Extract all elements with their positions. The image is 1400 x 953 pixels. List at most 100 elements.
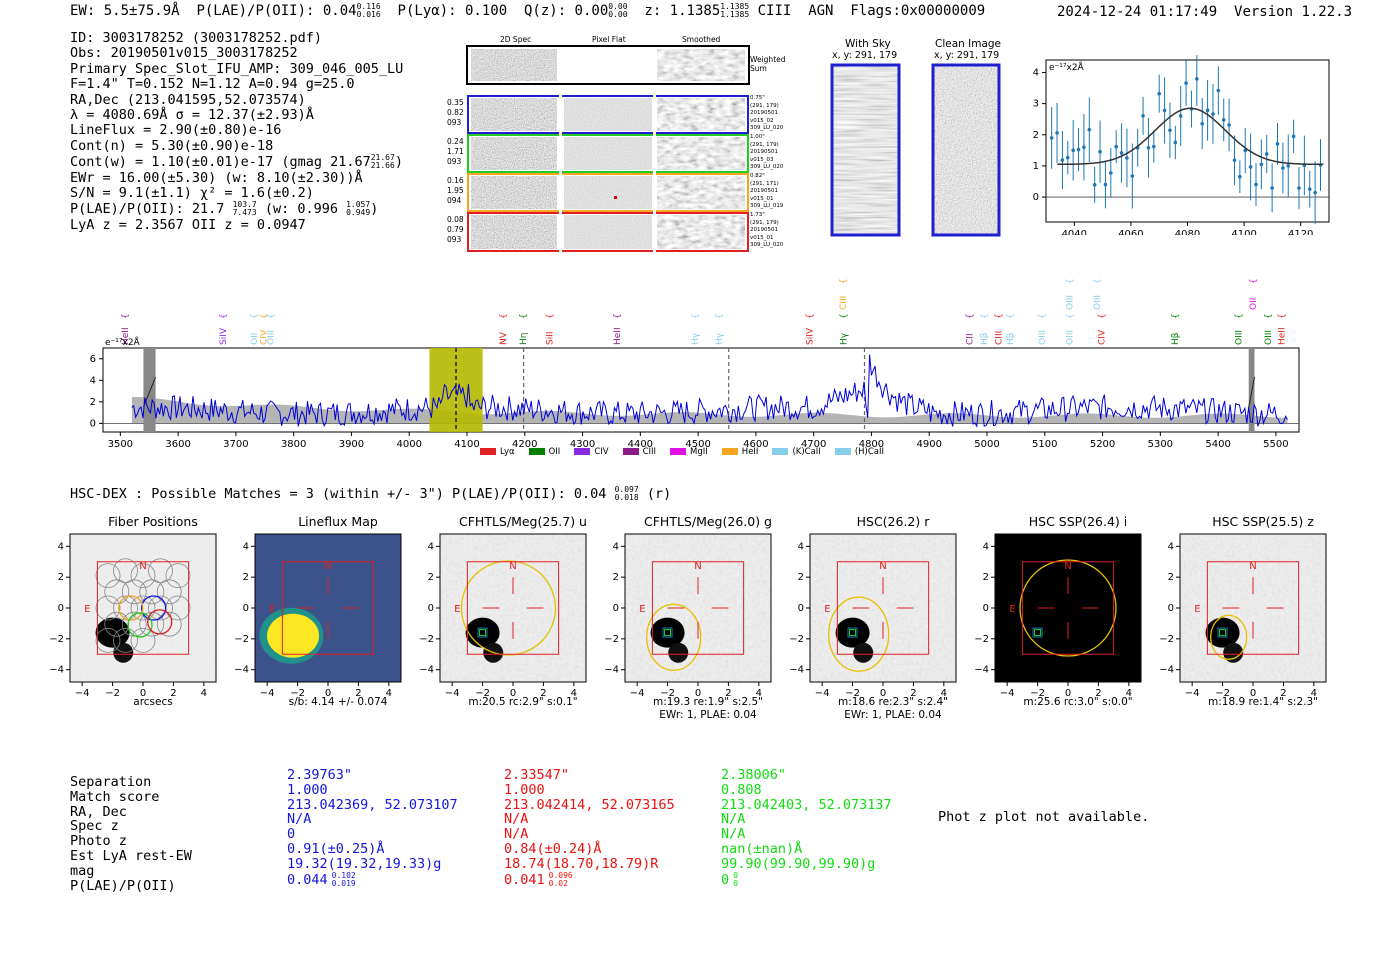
zoom-point [1281,166,1285,170]
emission-line-label: OIII [1038,330,1048,345]
zoom-point [1270,186,1274,190]
match-cell: 99.90(99.90,99.90)g [721,856,892,872]
spec-xtick-label: 4200 [512,439,537,450]
zoom-point [1157,91,1161,96]
hsc-panel-image: N E −4 −4 −2 −2 0 0 2 2 4 4 [974,533,1142,699]
hsc-xtick-label: 4 [941,688,947,699]
match-row-label: RA, Dec [70,803,127,820]
east-label: E [269,604,275,615]
source-blob [650,617,685,648]
zoom-ytick-label: 3 [1033,99,1039,110]
hsc-xtick-label: −2 [845,688,860,699]
legend-entry: Lyα [480,447,515,457]
match-cell: 1.000 [287,782,458,798]
match-cell: 18.74(18.70,18.79)R [504,856,675,872]
hsc-panel-caption: m:25.6 rc:3.0" s:0.0" [1023,696,1133,708]
zoom-point [1313,190,1317,195]
hsc-xtick-label: 2 [540,688,546,699]
row-right-value: v015_01 [750,234,774,241]
match-marker [479,629,487,637]
search-box [96,561,190,655]
cutout-row-right-label: 1.73" (291, 179) 20190501 v015_01 309_LU_020 [750,212,783,250]
header-right: 2024-12-24 01:17:49 Version 1.22.3 [1057,4,1352,20]
search-box [466,561,560,655]
emission-line-label: SiIV [806,327,816,345]
match-value: 0.808 [721,781,762,798]
match-value: 1.000 [504,781,545,798]
hsc-panel-caption-2: EWr: 1, PLAE: 0.04 [844,709,942,721]
hsc-ytick-label: 4 [428,541,434,552]
header-plae-lo: 0.016 [356,10,381,19]
emission-line-bracket: { [715,313,725,319]
east-label: E [454,604,460,615]
hsc-hi: 0.097 [614,485,639,494]
hsc-ytick-label: 2 [1168,572,1174,583]
spec-ytick-label: 2 [90,397,96,408]
match-value: N/A [721,811,746,828]
source-blob-secondary [1223,642,1244,663]
source-blob [835,617,870,648]
zoom-point [1130,174,1135,178]
cutout-row-left-label: 0.16 1.95 094 [447,176,464,206]
east-label: E [1194,604,1200,615]
zoom-ytick-label: 1 [1033,161,1039,172]
spec-xtick-label: 4300 [570,439,595,450]
match-cell: 213.042414, 52.073165 [504,797,675,813]
match-value: 0.041 [504,871,545,888]
spec-xtick-label: 3800 [281,439,306,450]
match-table-labels: Separation Match score RA, Dec Spec z Photo … [70,775,192,893]
match-value: nan(±nan)Å [721,840,803,857]
emission-line-bracket: { [995,313,1005,319]
fiber-circle [113,627,138,653]
row-right-value: v015_03 [750,156,774,163]
emission-line-bracket: { [519,313,529,319]
zoom-point [1211,112,1215,116]
row-right-value: (291, 171) [750,180,779,187]
match-cell: 0.044 0.102 0.019 [287,871,458,888]
hsc-ytick-label: 4 [798,541,804,552]
row-right-value: 20190501 [750,149,778,155]
info-obs: Obs: 20190501v015_3003178252 [70,45,298,62]
match-cell: 2.33547" [504,768,675,783]
hsc-panel-caption: m:18.6 re:2.3" s:2.4" [838,696,948,708]
fiber-circle [130,595,156,621]
row-left-value: 093 [447,118,462,127]
legend-label: HeII [741,447,759,457]
info-lya-z: LyA z = 2.3567 OII z = 0.0947 [70,216,306,233]
info-radec: RA,Dec (213.041595,52.073574) [70,91,306,108]
hsc-ytick-label: −2 [789,634,804,645]
north-label: N [139,561,146,572]
clean-image-xy: x, y: 291, 179 [934,50,1000,61]
match-cell: 0.84(±0.24)Å [504,842,675,857]
info-plae-lo: 7.473 [232,208,257,218]
emission-line-bracket: { [250,313,260,319]
source-blob [95,617,130,648]
match-cell: 2.38006" [721,768,892,783]
zoom-point [1065,155,1070,160]
zoom-point [1248,165,1253,169]
zoom-point [1232,158,1237,163]
hsc-xtick-label: 4 [756,688,762,699]
emission-line-label: Hβ [1006,332,1016,345]
hsc-xtick-label: 2 [1095,688,1101,699]
match-plae-lo: 0.019 [331,878,356,888]
hsc-xtick-label: −4 [815,688,830,699]
cutout-row-right-label: 0.75" (291, 179) 20190501 v015_02 309_LU_020 [750,95,783,133]
match-cell: N/A [721,827,892,842]
legend-swatch [622,448,639,455]
north-label: N [694,561,701,572]
emission-line-label: CIII [839,296,849,310]
hsc-xtick-label: −2 [475,688,490,699]
spectrum-noise-band [103,396,1299,424]
zoom-point [1098,149,1102,154]
fiber-circle [104,611,130,637]
legend-label: MgII [690,447,708,457]
legend-entry: (K)CaII [772,447,821,457]
cutout-row-4 [467,212,749,252]
match-marker [477,627,488,638]
cutout-row-left-label: 0.08 0.79 093 [447,215,464,245]
hsc-ytick-label: −4 [604,665,619,676]
match-marker [1219,629,1227,637]
hsc-xtick-label: −2 [290,688,305,699]
match-value: N/A [504,811,529,828]
